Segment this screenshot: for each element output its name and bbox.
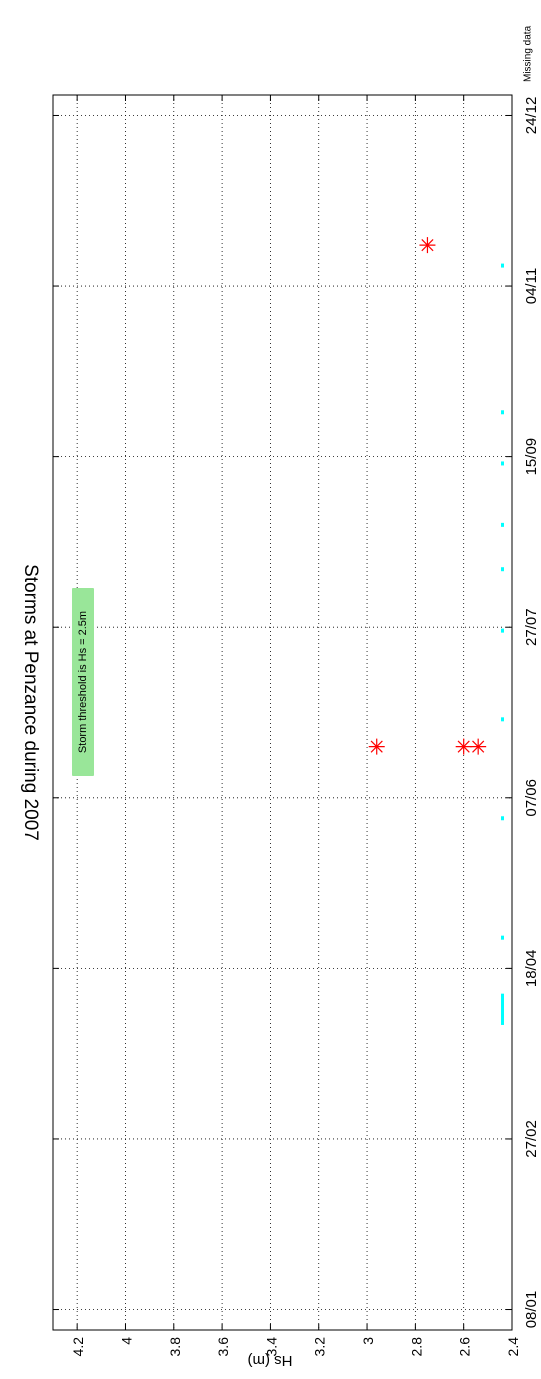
missing-data-mark	[501, 1003, 504, 1008]
missing-data-mark	[501, 1020, 504, 1025]
y-tick-label: 2.6	[457, 1337, 473, 1357]
missing-data-mark	[501, 1014, 504, 1019]
y-tick-label: 2.8	[408, 1337, 424, 1357]
missing-data-mark	[501, 717, 504, 722]
missing-data-mark	[501, 935, 504, 940]
x-tick-label: 18/04	[523, 950, 540, 988]
axes-group: 2.4 2.6 2.8 3 3.2 3.4 3.6 3.8 4 4.2 08/01 27/02 18/…	[20, 25, 540, 1369]
x-tick-label: 27/07	[523, 608, 540, 646]
y-tick-label: 3.6	[215, 1337, 231, 1357]
storm-points	[368, 237, 487, 755]
threshold-annotation-text: Storm threshold is Hs = 2.5m	[77, 611, 89, 753]
y-tick-label: 3.8	[167, 1337, 183, 1357]
missing-data-mark	[501, 410, 504, 415]
threshold-annotation: Storm threshold is Hs = 2.5m	[72, 588, 94, 776]
chart-title: Storms at Penzance during 2007	[20, 564, 41, 841]
y-tick-label: 3.4	[263, 1337, 279, 1357]
y-tick-label: 3	[360, 1337, 376, 1345]
missing-data-mark	[501, 816, 504, 821]
storm-point	[419, 237, 436, 254]
storm-point	[470, 738, 487, 755]
y-tick-label: 3.2	[312, 1337, 328, 1357]
missing-data-mark	[501, 993, 504, 998]
missing-data-mark	[501, 628, 504, 633]
y-axis-label: Hs (m)	[248, 1352, 293, 1369]
x-tick-label: 24/12	[523, 97, 540, 135]
y-tick-label: 4	[118, 1337, 134, 1345]
missing-data-mark	[501, 1007, 504, 1012]
missing-data-mark	[501, 1017, 504, 1022]
y-tick-label: 4.2	[70, 1337, 86, 1357]
storm-point	[455, 738, 472, 755]
x-tick-label: 27/02	[523, 1120, 540, 1158]
missing-data-mark	[501, 567, 504, 572]
x-tick-label: 08/01	[523, 1291, 540, 1329]
missing-data-label: Missing data	[523, 25, 534, 82]
plot-frame	[52, 94, 513, 1331]
missing-data-mark	[501, 1010, 504, 1015]
x-tick-label: 15/09	[523, 438, 540, 476]
x-tick-label: 04/11	[523, 268, 540, 304]
storm-point	[368, 738, 385, 755]
missing-data-mark	[501, 997, 504, 1002]
missing-data-marks	[501, 263, 504, 1025]
threshold-annotation-box	[72, 588, 94, 776]
y-ticks: 2.4 2.6 2.8 3 3.2 3.4 3.6 3.8 4 4.2	[70, 95, 521, 1356]
missing-data-mark	[501, 522, 504, 527]
grid	[53, 95, 512, 1330]
x-ticks: 08/01 27/02 18/04 07/06 27/07 15/09 04/11 24/12	[53, 97, 540, 1329]
missing-data-mark	[501, 263, 504, 268]
missing-data-mark	[501, 461, 504, 466]
missing-data-mark	[501, 1000, 504, 1005]
y-tick-label: 2.4	[505, 1337, 521, 1357]
x-tick-label: 07/06	[523, 779, 540, 817]
